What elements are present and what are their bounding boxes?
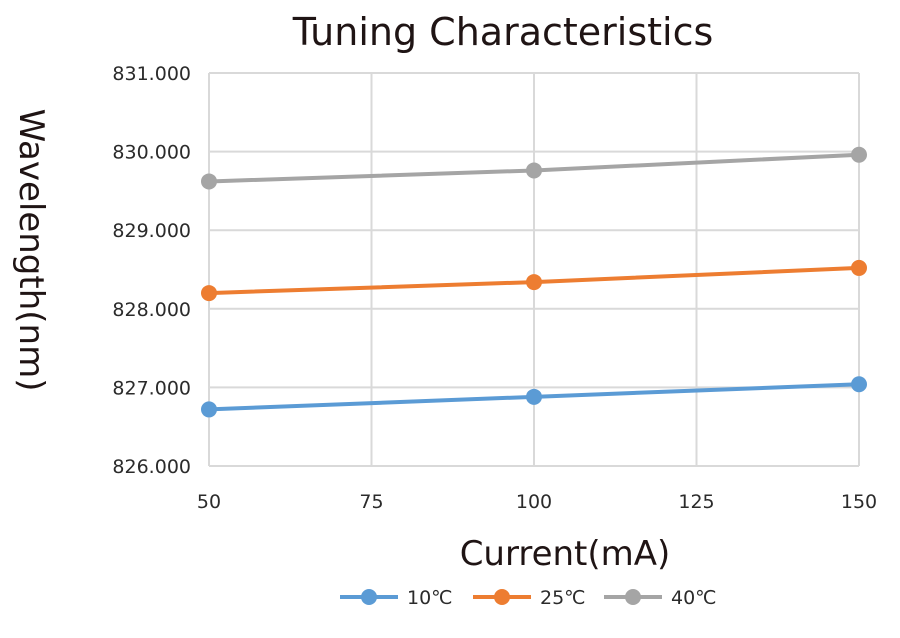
- data-point: [526, 162, 542, 179]
- legend-item: 40℃: [604, 587, 717, 609]
- series-1: [201, 259, 867, 302]
- legend-item: 10℃: [340, 587, 453, 609]
- data-point: [851, 146, 867, 163]
- grid: [208, 72, 860, 467]
- y-tick-label: 828.000: [112, 299, 191, 321]
- data-point: [201, 285, 217, 302]
- x-tick-label: 75: [359, 491, 383, 513]
- y-tick-label: 829.000: [112, 220, 191, 242]
- y-tick-label: 831.000: [112, 63, 191, 85]
- series-0: [201, 376, 867, 418]
- x-tick-label: 125: [678, 491, 714, 513]
- ticks-layer: 826.000 827.000 828.000 829.000 830.000 831.0…: [112, 63, 877, 513]
- series-2: [201, 146, 867, 190]
- series-layer: [201, 146, 867, 418]
- y-tick-label: 827.000: [112, 377, 191, 399]
- legend-item: 25℃: [473, 587, 586, 609]
- x-tick-label: 50: [197, 491, 221, 513]
- data-point: [526, 388, 542, 405]
- legend-swatch-marker: [625, 589, 641, 605]
- y-tick-label: 826.000: [112, 456, 191, 478]
- legend: 10℃ 25℃ 40℃: [340, 587, 717, 609]
- data-point: [201, 173, 217, 190]
- data-point: [526, 274, 542, 291]
- legend-swatch-marker: [361, 589, 377, 605]
- data-point: [851, 376, 867, 393]
- data-point: [201, 401, 217, 418]
- legend-swatch-marker: [494, 589, 510, 605]
- legend-label: 10℃: [407, 587, 453, 609]
- legend-label: 40℃: [671, 587, 717, 609]
- chart-title: Tuning Characteristics: [292, 10, 714, 54]
- legend-label: 25℃: [540, 587, 586, 609]
- y-axis-title: Wavelength(nm): [11, 109, 51, 392]
- x-tick-label: 100: [516, 491, 552, 513]
- y-tick-label: 830.000: [112, 142, 191, 164]
- data-point: [851, 259, 867, 276]
- x-tick-label: 150: [841, 491, 877, 513]
- x-axis-title: Current(mA): [460, 534, 671, 574]
